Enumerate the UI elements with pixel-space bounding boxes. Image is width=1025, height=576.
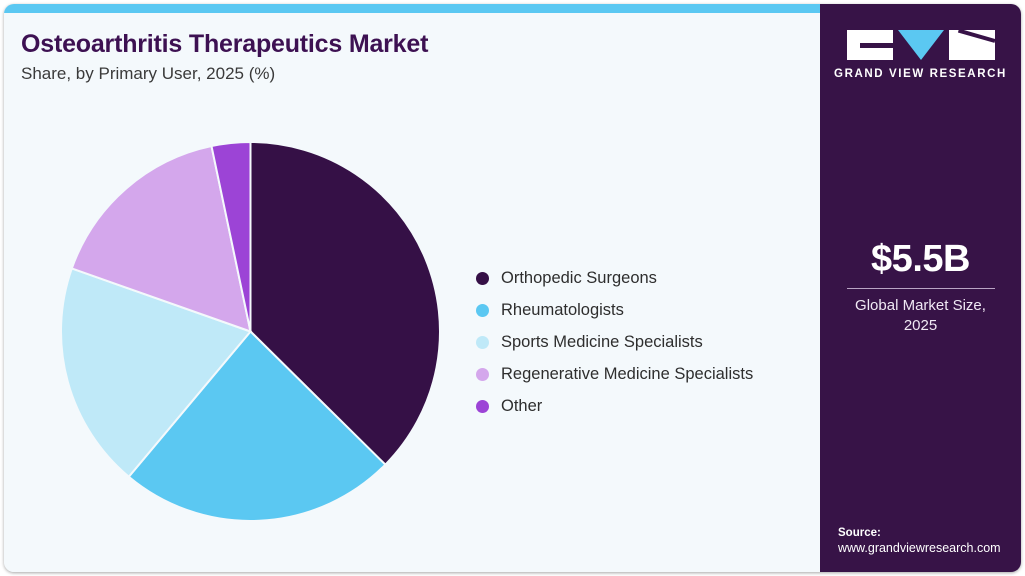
infographic-card: Osteoarthritis Therapeutics Market Share… [4,4,1021,572]
source-title: Source: [838,527,881,539]
logo: GRAND VIEW RESEARCH [820,30,1021,80]
pie-slice[interactable] [127,330,387,522]
legend-color-dot-icon [476,271,489,285]
brand-sidebar: GRAND VIEW RESEARCH $5.5B Global Market … [820,4,1021,572]
source-url[interactable]: www.grandviewresearch.com [838,541,1001,555]
legend-item[interactable]: Rheumatologists [476,294,806,326]
pie-chart [61,142,440,521]
pie-slice[interactable] [210,142,252,332]
legend-item[interactable]: Orthopedic Surgeons [476,262,806,294]
logo-v-triangle-icon [897,30,944,60]
market-size-stat: $5.5B Global Market Size, 2025 [820,238,1021,336]
pie-slice[interactable] [249,142,441,467]
chart-panel: Osteoarthritis Therapeutics Market Share… [4,13,820,572]
pie-slice[interactable] [70,144,252,334]
logo-wordmark: GRAND VIEW RESEARCH [834,68,1007,80]
legend-color-dot-icon [476,399,489,413]
stat-value: $5.5B [871,238,970,280]
legend-label: Other [501,396,543,415]
legend-label: Rheumatologists [501,300,624,319]
pie-chart-svg [61,142,440,521]
legend-item[interactable]: Other [476,390,806,422]
logo-g-icon [846,30,893,60]
logo-r-icon [948,30,995,60]
legend-color-dot-icon [476,303,489,317]
page-subtitle: Share, by Primary User, 2025 (%) [21,64,276,83]
stat-divider [846,287,995,289]
legend-label: Sports Medicine Specialists [501,332,703,351]
legend-item[interactable]: Sports Medicine Specialists [476,326,806,358]
chart-legend: Orthopedic Surgeons Rheumatologists Sports… [476,262,806,422]
pie-slice[interactable] [61,267,253,479]
legend-item[interactable]: Regenerative Medicine Specialists [476,358,806,390]
logo-marks [820,30,1021,60]
legend-color-dot-icon [476,335,489,349]
page-title: Osteoarthritis Therapeutics Market [21,30,429,58]
top-accent-bar [4,4,820,13]
legend-color-dot-icon [476,367,489,381]
source-block: Source: www.grandviewresearch.com [838,527,1018,555]
stat-label: Global Market Size, 2025 [855,296,986,335]
legend-label: Regenerative Medicine Specialists [501,364,754,383]
legend-label: Orthopedic Surgeons [501,268,657,287]
